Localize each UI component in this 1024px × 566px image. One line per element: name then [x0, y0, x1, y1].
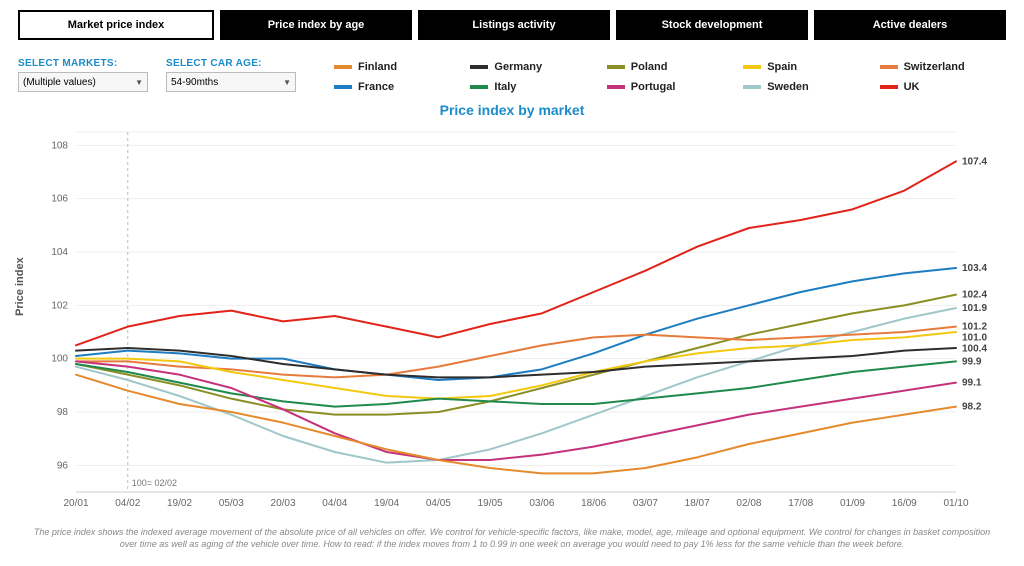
legend-item-italy[interactable]: Italy — [470, 78, 596, 96]
svg-text:17/08: 17/08 — [788, 498, 813, 509]
svg-text:18/06: 18/06 — [581, 498, 606, 509]
svg-text:107.4: 107.4 — [962, 156, 987, 167]
legend-swatch — [470, 65, 488, 69]
legend-item-france[interactable]: France — [334, 78, 460, 96]
select-markets-dropdown[interactable]: (Multiple values) ▼ — [18, 72, 148, 92]
svg-text:03/06: 03/06 — [529, 498, 554, 509]
legend-swatch — [880, 65, 898, 69]
svg-text:98.2: 98.2 — [962, 402, 982, 413]
svg-text:18/07: 18/07 — [685, 498, 710, 509]
svg-text:19/04: 19/04 — [374, 498, 399, 509]
svg-text:19/05: 19/05 — [478, 498, 503, 509]
svg-text:108: 108 — [51, 140, 68, 151]
svg-text:05/03: 05/03 — [219, 498, 244, 509]
svg-text:04/05: 04/05 — [426, 498, 451, 509]
legend-swatch — [880, 85, 898, 89]
svg-text:102.4: 102.4 — [962, 290, 987, 301]
legend-item-sweden[interactable]: Sweden — [743, 78, 869, 96]
svg-text:01/10: 01/10 — [943, 498, 968, 509]
tab-listings-activity[interactable]: Listings activity — [418, 10, 610, 40]
svg-text:101.2: 101.2 — [962, 322, 987, 333]
svg-text:100= 02/02: 100= 02/02 — [132, 478, 177, 488]
svg-text:16/09: 16/09 — [892, 498, 917, 509]
tab-stock-development[interactable]: Stock development — [616, 10, 808, 40]
legend-swatch — [334, 65, 352, 69]
legend-item-spain[interactable]: Spain — [743, 58, 869, 76]
svg-text:99.9: 99.9 — [962, 356, 982, 367]
y-axis-label: Price index — [14, 257, 26, 316]
line-chart: 96 98 100 102 104 106 108 20/01 04/02 19/02 05/03 2… — [18, 122, 1006, 522]
legend-label: Finland — [358, 61, 397, 73]
tab-market-price-index[interactable]: Market price index — [18, 10, 214, 40]
svg-text:20/01: 20/01 — [63, 498, 88, 509]
chart-area: Price index 969810010210410610820/0104/0… — [18, 122, 1006, 522]
select-age-dropdown[interactable]: 54-90mths ▼ — [166, 72, 296, 92]
legend-label: France — [358, 81, 394, 93]
svg-text:98: 98 — [57, 407, 69, 418]
svg-text:103.4: 103.4 — [962, 263, 987, 274]
svg-text:104: 104 — [51, 247, 68, 258]
select-markets-label: SELECT MARKETS: — [18, 58, 148, 69]
svg-text:04/02: 04/02 — [115, 498, 140, 509]
controls-row: SELECT MARKETS: (Multiple values) ▼ SELE… — [18, 58, 1006, 96]
svg-text:96: 96 — [57, 460, 69, 471]
legend-swatch — [607, 65, 625, 69]
legend-swatch — [334, 85, 352, 89]
legend-label: Poland — [631, 61, 668, 73]
legend-item-uk[interactable]: UK — [880, 78, 1006, 96]
legend-item-poland[interactable]: Poland — [607, 58, 733, 76]
svg-text:20/03: 20/03 — [271, 498, 296, 509]
chevron-down-icon: ▼ — [135, 78, 143, 87]
svg-text:99.1: 99.1 — [962, 378, 982, 389]
chart-title: Price index by market — [18, 102, 1006, 118]
legend-swatch — [743, 65, 761, 69]
svg-text:04/04: 04/04 — [322, 498, 347, 509]
select-age-value: 54-90mths — [171, 77, 218, 88]
tab-bar: Market price indexPrice index by ageList… — [18, 10, 1006, 40]
legend-label: Switzerland — [904, 61, 965, 73]
legend-label: Italy — [494, 81, 516, 93]
legend-label: UK — [904, 81, 920, 93]
svg-text:101.0: 101.0 — [962, 333, 987, 344]
svg-text:02/08: 02/08 — [736, 498, 761, 509]
svg-text:101.9: 101.9 — [962, 303, 987, 314]
svg-text:106: 106 — [51, 194, 68, 205]
legend: Finland Germany Poland Spain Switzerland Fran… — [334, 58, 1006, 96]
legend-label: Sweden — [767, 81, 809, 93]
select-markets-block: SELECT MARKETS: (Multiple values) ▼ — [18, 58, 148, 92]
chevron-down-icon: ▼ — [283, 78, 291, 87]
select-markets-value: (Multiple values) — [23, 77, 96, 88]
svg-text:100: 100 — [51, 354, 68, 365]
tab-active-dealers[interactable]: Active dealers — [814, 10, 1006, 40]
legend-label: Spain — [767, 61, 797, 73]
svg-text:01/09: 01/09 — [840, 498, 865, 509]
legend-item-germany[interactable]: Germany — [470, 58, 596, 76]
select-age-block: SELECT CAR AGE: 54-90mths ▼ — [166, 58, 296, 92]
svg-text:102: 102 — [51, 300, 68, 311]
legend-label: Portugal — [631, 81, 676, 93]
tab-price-index-by-age[interactable]: Price index by age — [220, 10, 412, 40]
legend-swatch — [743, 85, 761, 89]
svg-text:03/07: 03/07 — [633, 498, 658, 509]
legend-item-switzerland[interactable]: Switzerland — [880, 58, 1006, 76]
legend-item-finland[interactable]: Finland — [334, 58, 460, 76]
svg-text:100.4: 100.4 — [962, 344, 987, 355]
legend-item-portugal[interactable]: Portugal — [607, 78, 733, 96]
legend-swatch — [470, 85, 488, 89]
legend-label: Germany — [494, 61, 542, 73]
select-age-label: SELECT CAR AGE: — [166, 58, 296, 69]
svg-text:19/02: 19/02 — [167, 498, 192, 509]
footnote: The price index shows the indexed averag… — [18, 526, 1006, 550]
legend-swatch — [607, 85, 625, 89]
